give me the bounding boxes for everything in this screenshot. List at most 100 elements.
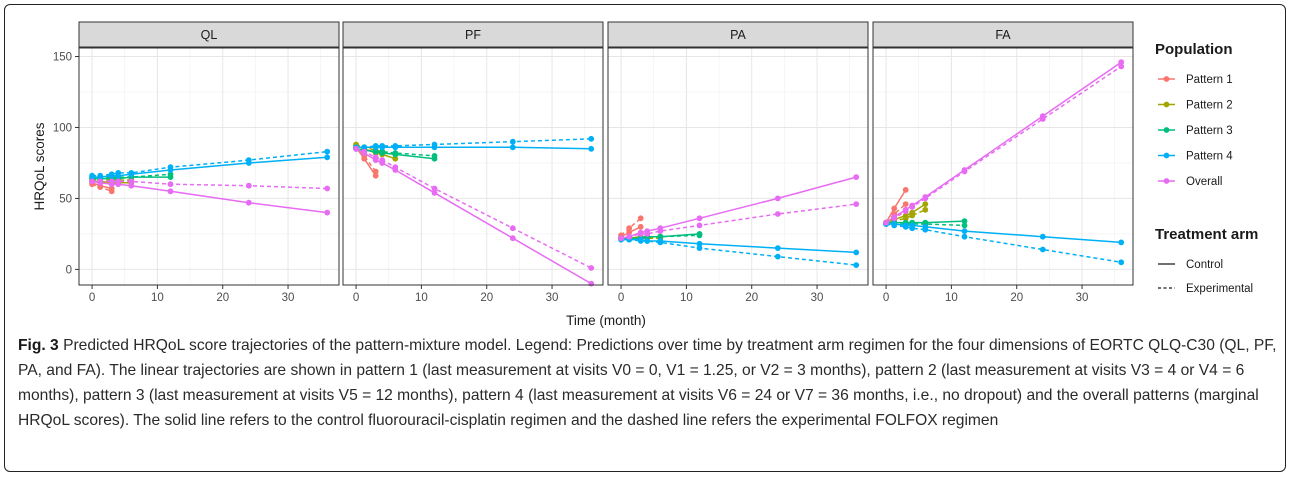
data-point — [1118, 239, 1125, 246]
data-point — [1039, 246, 1046, 253]
x-tick-label: 0 — [883, 292, 889, 304]
data-point — [902, 215, 909, 222]
figure-frame — [4, 4, 1286, 472]
data-point — [379, 148, 386, 155]
y-tick-label: 50 — [59, 193, 72, 205]
data-point — [902, 187, 909, 193]
data-point — [853, 174, 860, 181]
data-point — [509, 225, 516, 232]
data-point — [902, 201, 909, 208]
legend-item-label: Overall — [1186, 176, 1222, 188]
data-point — [324, 185, 331, 192]
data-point — [379, 143, 386, 149]
faceted-line-chart: QL 0 10 20 30 0 50 100 150 PF 0 10 20 30 PA 0 10 20 30 FA 0 1… — [32, 21, 1258, 328]
facet-strip — [607, 21, 869, 48]
data-point — [431, 185, 438, 192]
data-point — [431, 153, 438, 159]
data-point — [891, 222, 898, 229]
x-axis-title: Time (month) — [566, 313, 646, 328]
data-point — [108, 171, 115, 178]
data-point — [774, 211, 781, 217]
data-point — [97, 178, 104, 185]
data-point — [626, 229, 633, 236]
data-point — [774, 195, 781, 202]
data-point — [361, 148, 368, 155]
data-point — [922, 201, 929, 208]
data-point — [696, 215, 703, 222]
data-point — [961, 168, 968, 175]
data-point — [618, 235, 624, 242]
data-point — [853, 262, 860, 268]
data-point — [392, 143, 399, 149]
data-point — [657, 228, 664, 235]
data-point — [637, 215, 644, 222]
data-point — [588, 280, 595, 287]
data-point — [961, 222, 968, 229]
x-tick-label: 10 — [680, 292, 693, 304]
data-point — [909, 212, 916, 219]
caption-text: Predicted HRQoL score trajectories of th… — [18, 337, 1277, 429]
legend-item-label: Pattern 2 — [1186, 100, 1233, 112]
data-point — [89, 178, 95, 185]
legend-key-point — [1163, 101, 1170, 108]
data-point — [245, 157, 252, 164]
y-axis-title: HRQoL scores — [32, 122, 47, 210]
data-point — [696, 222, 703, 229]
facet-strip-label: FA — [995, 28, 1011, 42]
series-line-pattern-3-experimental — [886, 223, 965, 227]
data-point — [696, 240, 703, 247]
data-point — [961, 233, 968, 240]
data-point — [353, 145, 359, 152]
series-line-overall-experimental — [885, 65, 1122, 224]
panel-border — [342, 47, 604, 286]
x-tick-label: 0 — [353, 292, 359, 304]
x-tick-label: 10 — [945, 292, 958, 304]
data-point — [128, 182, 135, 189]
panel-pf: PF 0 10 20 30 — [342, 21, 604, 304]
data-point — [626, 233, 633, 240]
panel-background — [608, 48, 868, 285]
facet-strip-label: PF — [465, 28, 481, 42]
data-point — [909, 204, 916, 210]
data-point — [128, 170, 135, 176]
facet-strip — [872, 21, 1134, 48]
data-point — [431, 189, 438, 196]
data-point — [902, 208, 909, 215]
panel-ql: QL 0 10 20 30 0 50 100 150 — [53, 21, 340, 304]
data-point — [167, 181, 174, 188]
data-point — [245, 182, 252, 189]
legend-item-label: Pattern 1 — [1186, 74, 1233, 86]
data-point — [431, 141, 438, 148]
panel-background — [343, 48, 603, 285]
legend-key-point — [1163, 178, 1170, 184]
data-point — [509, 144, 516, 151]
data-point — [361, 144, 368, 151]
data-point — [1039, 233, 1046, 240]
legend-key-point — [1163, 76, 1170, 82]
data-point — [853, 201, 860, 208]
data-point — [922, 226, 929, 233]
figure-caption: Fig. 3 Predicted HRQoL score trajectorie… — [18, 333, 1280, 433]
legend-item-label: Experimental — [1186, 283, 1253, 295]
data-point — [696, 245, 703, 252]
data-point — [167, 164, 174, 171]
facet-strip — [342, 21, 604, 48]
data-point — [883, 219, 889, 226]
panel-background — [873, 48, 1133, 285]
data-point — [774, 253, 781, 260]
data-point — [644, 238, 651, 244]
panel-pa: PA 0 10 20 30 — [607, 21, 869, 304]
data-point — [324, 148, 331, 155]
data-point — [657, 233, 664, 240]
panel-fa: FA 0 10 20 30 — [872, 21, 1134, 304]
data-point — [509, 235, 516, 242]
data-point — [922, 195, 929, 202]
x-tick-label: 0 — [618, 292, 624, 304]
data-point — [588, 135, 595, 142]
x-tick-label: 10 — [415, 292, 428, 304]
data-point — [372, 143, 379, 149]
legend-title-treatment-arm: Treatment arm — [1155, 226, 1258, 243]
data-point — [588, 265, 595, 271]
data-point — [657, 239, 664, 246]
data-point — [902, 223, 909, 230]
